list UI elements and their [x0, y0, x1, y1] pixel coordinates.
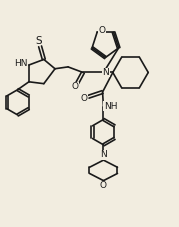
Text: S: S — [36, 36, 42, 46]
Text: N: N — [103, 68, 109, 77]
Text: HN: HN — [14, 59, 28, 68]
Text: O: O — [98, 26, 105, 35]
Text: O: O — [100, 181, 107, 190]
Text: NH: NH — [104, 101, 117, 111]
Text: O: O — [81, 94, 88, 103]
Text: O: O — [71, 82, 78, 91]
Text: N: N — [100, 151, 107, 159]
